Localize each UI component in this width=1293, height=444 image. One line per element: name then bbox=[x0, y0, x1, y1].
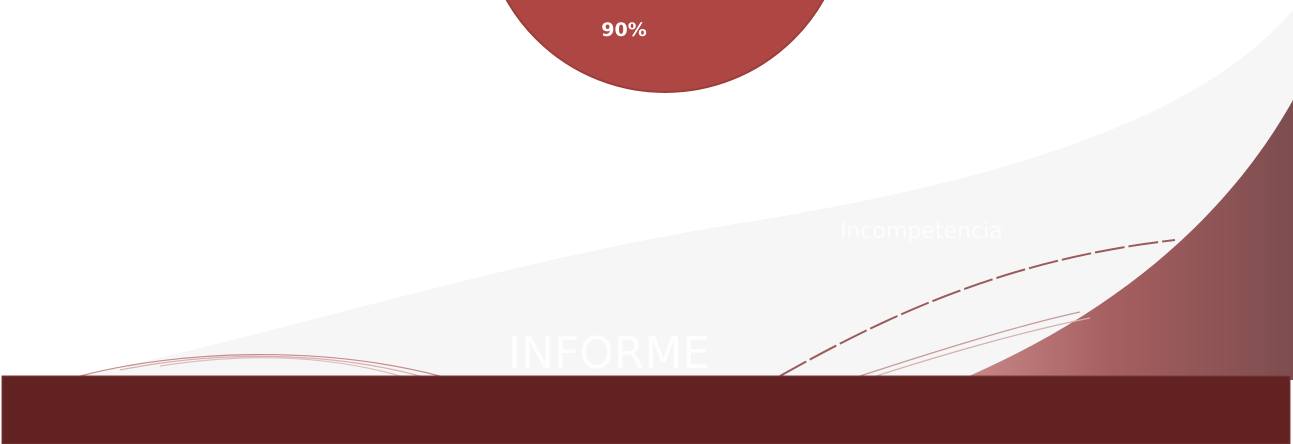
title: INFORME bbox=[508, 328, 710, 379]
subtitle: Incompetencia bbox=[840, 219, 1003, 244]
footer-bar bbox=[1, 375, 1291, 444]
pie-circle bbox=[505, 0, 825, 93]
circle-label: 90% bbox=[601, 19, 646, 41]
corner-shape bbox=[960, 100, 1293, 380]
background-swoosh bbox=[60, 10, 1293, 380]
decorative-lines bbox=[79, 239, 1176, 379]
